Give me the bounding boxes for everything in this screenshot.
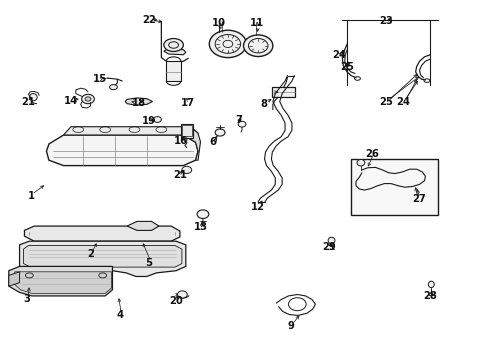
Text: 27: 27 <box>412 194 426 204</box>
Text: 26: 26 <box>365 149 379 159</box>
Text: 7: 7 <box>235 115 242 125</box>
Text: 1: 1 <box>28 191 35 201</box>
Bar <box>166 61 181 81</box>
Polygon shape <box>46 135 198 166</box>
Ellipse shape <box>197 210 208 219</box>
Ellipse shape <box>85 97 91 101</box>
Text: 24: 24 <box>331 50 345 60</box>
Ellipse shape <box>109 85 117 90</box>
Polygon shape <box>125 98 152 105</box>
Text: 21: 21 <box>173 170 186 180</box>
Polygon shape <box>24 226 180 241</box>
Bar <box>182 125 191 136</box>
Polygon shape <box>23 246 182 267</box>
Text: 11: 11 <box>249 18 264 28</box>
Text: 25: 25 <box>379 96 392 107</box>
Text: 2: 2 <box>87 249 94 259</box>
Ellipse shape <box>182 166 191 174</box>
Polygon shape <box>20 241 185 276</box>
Ellipse shape <box>81 94 94 104</box>
Text: 8: 8 <box>260 99 267 109</box>
Ellipse shape <box>29 94 37 101</box>
Ellipse shape <box>327 237 334 244</box>
Text: 3: 3 <box>23 294 30 304</box>
Text: 21: 21 <box>21 96 35 107</box>
Polygon shape <box>183 127 200 160</box>
Text: 23: 23 <box>379 16 392 26</box>
Text: 6: 6 <box>209 137 216 147</box>
Polygon shape <box>9 266 112 296</box>
Text: 29: 29 <box>322 242 335 252</box>
Text: 12: 12 <box>251 202 264 212</box>
Text: 20: 20 <box>169 296 183 306</box>
Polygon shape <box>9 272 20 286</box>
Text: 22: 22 <box>142 15 156 25</box>
Ellipse shape <box>427 281 433 288</box>
Polygon shape <box>63 127 198 142</box>
Polygon shape <box>15 272 111 293</box>
Text: 10: 10 <box>212 18 225 28</box>
Polygon shape <box>127 221 159 230</box>
Ellipse shape <box>177 291 187 298</box>
Ellipse shape <box>238 121 245 127</box>
Ellipse shape <box>215 129 224 136</box>
Text: 5: 5 <box>145 258 152 268</box>
Bar <box>271 87 295 97</box>
Ellipse shape <box>243 35 272 57</box>
Ellipse shape <box>153 117 161 122</box>
Text: 18: 18 <box>132 98 146 108</box>
Text: 25: 25 <box>340 62 353 72</box>
Text: 15: 15 <box>93 74 107 84</box>
Text: 28: 28 <box>423 291 436 301</box>
Text: 16: 16 <box>174 136 187 146</box>
Text: 4: 4 <box>116 310 123 320</box>
Polygon shape <box>163 49 185 55</box>
Text: 19: 19 <box>142 116 156 126</box>
Text: 14: 14 <box>63 96 78 106</box>
Text: 13: 13 <box>193 222 207 232</box>
Ellipse shape <box>209 30 246 58</box>
Text: 24: 24 <box>396 96 409 107</box>
Ellipse shape <box>163 39 183 51</box>
Ellipse shape <box>356 159 364 166</box>
Text: 9: 9 <box>287 321 294 331</box>
Text: 17: 17 <box>181 98 195 108</box>
Bar <box>350 159 437 215</box>
Bar <box>181 124 193 138</box>
